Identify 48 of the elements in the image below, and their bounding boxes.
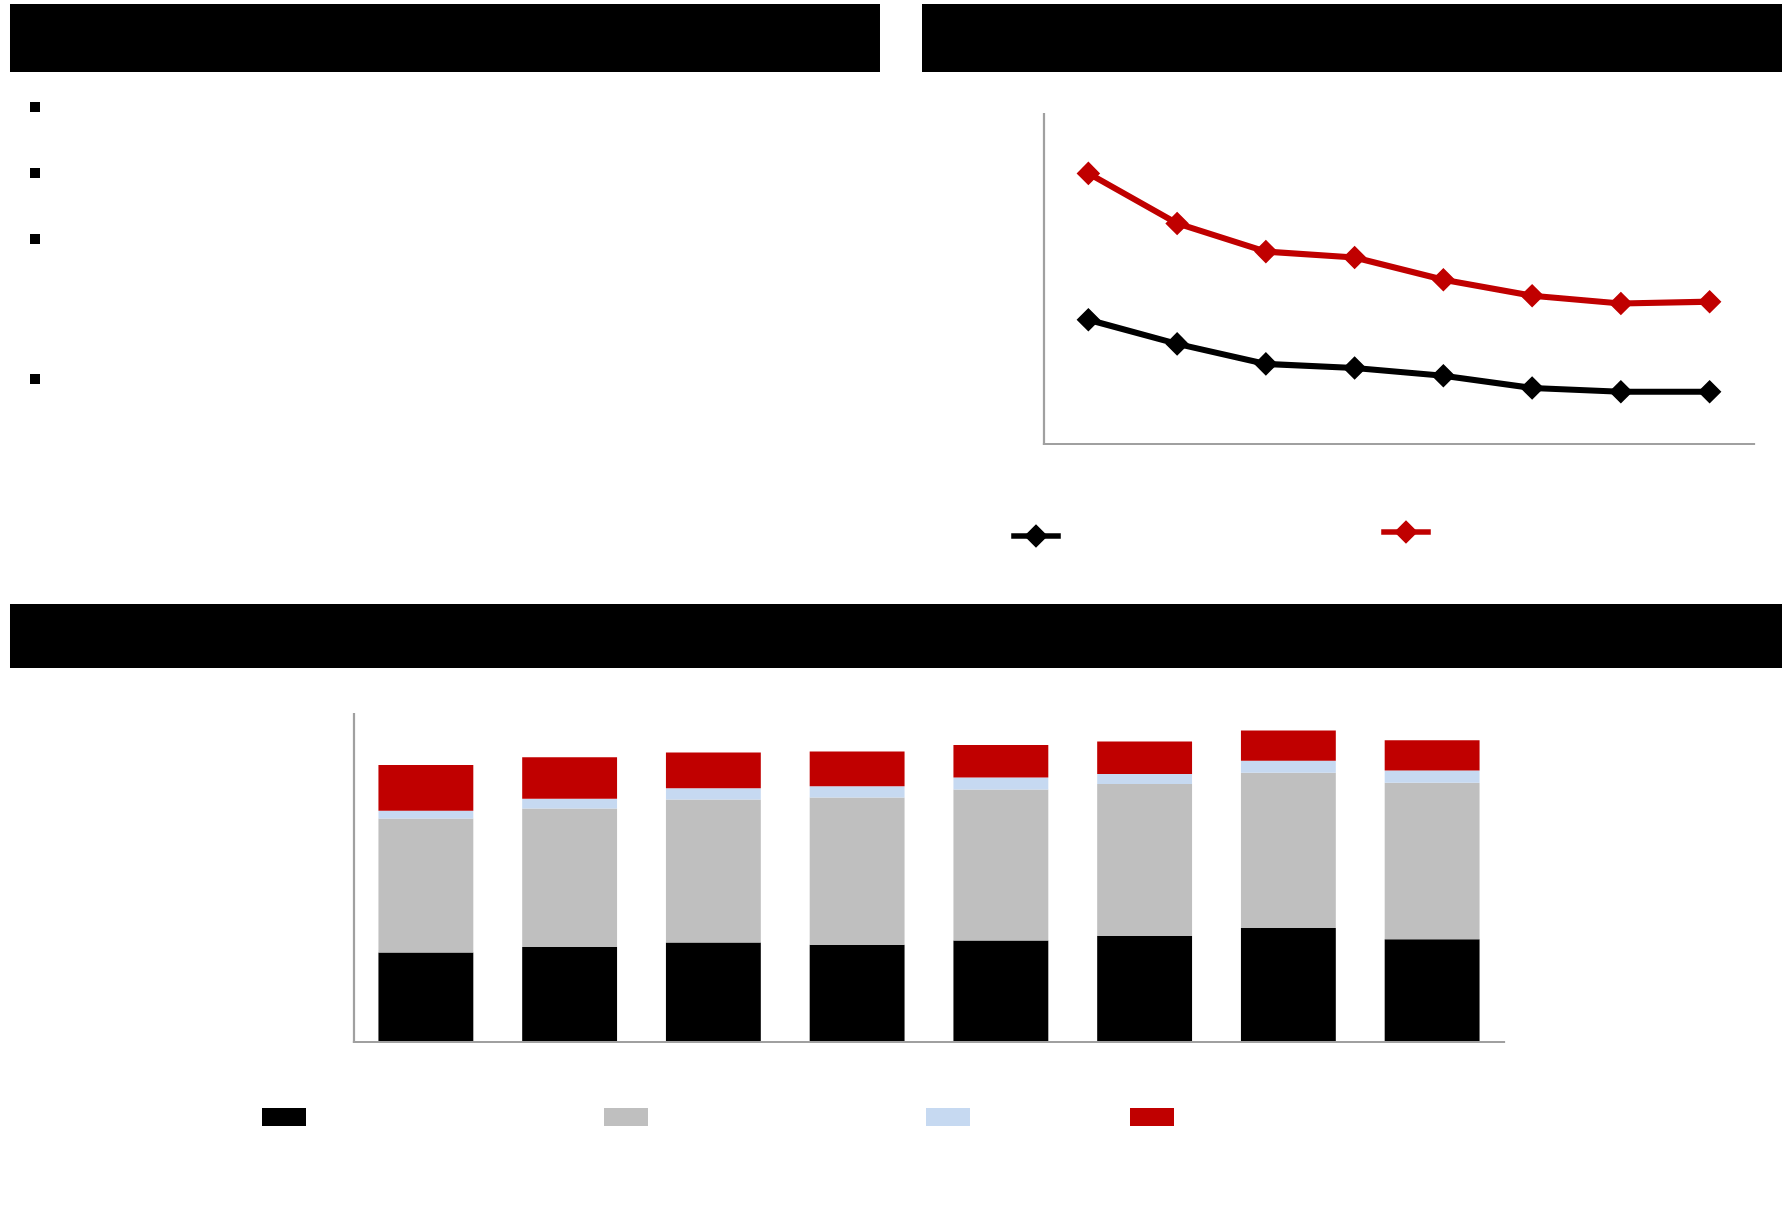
point bbox=[1254, 352, 1278, 376]
bar bbox=[1384, 740, 1480, 771]
bar bbox=[1240, 760, 1336, 773]
point bbox=[1254, 240, 1278, 263]
bar bbox=[378, 810, 474, 819]
point bbox=[1343, 246, 1366, 269]
point bbox=[1609, 380, 1633, 403]
bar bbox=[522, 808, 618, 947]
bar bbox=[1384, 939, 1480, 1042]
bar bbox=[522, 757, 618, 799]
bar bbox=[953, 940, 1049, 1042]
bar bbox=[953, 745, 1049, 778]
bar bbox=[378, 818, 474, 953]
bar bbox=[1097, 741, 1193, 775]
bar bbox=[665, 788, 761, 800]
point bbox=[1432, 268, 1455, 291]
bar bbox=[953, 777, 1049, 790]
bar bbox=[1097, 784, 1193, 936]
bar bbox=[1240, 772, 1336, 928]
point bbox=[1343, 356, 1366, 380]
bar bbox=[809, 797, 905, 945]
point bbox=[1432, 364, 1455, 388]
bar bbox=[522, 946, 618, 1042]
point bbox=[1520, 284, 1544, 307]
point bbox=[1077, 162, 1100, 185]
bar bbox=[665, 942, 761, 1042]
point bbox=[1698, 290, 1721, 313]
bar bbox=[1097, 774, 1193, 784]
bar bbox=[378, 764, 474, 811]
point bbox=[1609, 292, 1633, 315]
bar bbox=[1097, 935, 1193, 1042]
bar bbox=[1240, 927, 1336, 1042]
bar bbox=[809, 786, 905, 798]
bar bbox=[1384, 782, 1480, 940]
bar bbox=[809, 944, 905, 1042]
bar bbox=[665, 799, 761, 943]
point bbox=[1077, 308, 1100, 332]
point bbox=[1520, 376, 1544, 400]
point bbox=[1165, 332, 1189, 356]
bar bbox=[1240, 730, 1336, 761]
point bbox=[1698, 380, 1721, 403]
bar bbox=[953, 789, 1049, 941]
point bbox=[1165, 212, 1189, 235]
bar bbox=[378, 952, 474, 1042]
bar bbox=[1384, 770, 1480, 783]
bar bbox=[522, 798, 618, 809]
bar bbox=[809, 751, 905, 787]
bar bbox=[665, 752, 761, 789]
